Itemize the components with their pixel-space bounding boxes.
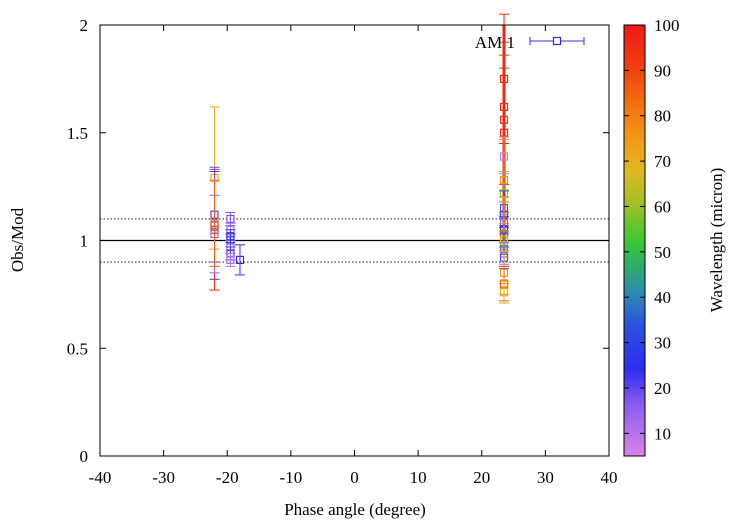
data-points xyxy=(209,13,510,304)
x-tick-label: -30 xyxy=(152,468,175,487)
legend: AM 1 xyxy=(475,33,585,52)
colorbar-ticks: 10 20 30 40 50 60 70 80 90 100 xyxy=(624,16,680,443)
reference-lines xyxy=(100,218,609,263)
colorbar-tick-label: 90 xyxy=(654,61,671,80)
x-tick-label: 30 xyxy=(537,468,554,487)
marker xyxy=(235,255,245,264)
marker xyxy=(226,232,235,241)
y-tick-label: 0 xyxy=(80,447,89,466)
data-point xyxy=(225,229,236,244)
colorbar-tick-label: 10 xyxy=(654,424,671,443)
colorbar-tick-label: 70 xyxy=(654,152,671,171)
marker xyxy=(226,255,235,264)
y-axis-label: Obs/Mod xyxy=(8,207,27,272)
y-tick-label: 0.5 xyxy=(67,339,88,358)
x-tick-label: 40 xyxy=(601,468,618,487)
legend-square xyxy=(552,36,562,46)
x-tick-label: -40 xyxy=(89,468,112,487)
legend-marker xyxy=(529,36,585,46)
colorbar-tick-label: 60 xyxy=(654,197,671,216)
x-axis-label: Phase angle (degree) xyxy=(284,500,426,519)
marker xyxy=(499,288,509,297)
legend-label: AM 1 xyxy=(475,33,515,52)
colorbar-tick-label: 30 xyxy=(654,334,671,353)
y-tick-label: 1 xyxy=(80,232,89,251)
data-point xyxy=(209,179,220,267)
colorbar-tick-label: 80 xyxy=(654,107,671,126)
x-tick-label: 10 xyxy=(410,468,427,487)
x-tick-label: -10 xyxy=(280,468,303,487)
y-tick-label: 1.5 xyxy=(67,124,88,143)
colorbar-tick-label: 50 xyxy=(654,243,671,262)
marker xyxy=(499,128,509,137)
x-tick-label: 20 xyxy=(473,468,490,487)
colorbar-tick-label: 20 xyxy=(654,379,671,398)
x-axis: -40 -30 -20 -10 0 10 20 30 40 xyxy=(89,25,618,487)
x-tick-label: 0 xyxy=(350,468,359,487)
data-point xyxy=(499,280,510,304)
marker xyxy=(226,214,235,224)
colorbar xyxy=(623,24,646,457)
data-point xyxy=(225,252,236,267)
colorbar-label: Wavelength (micron) xyxy=(707,168,726,313)
marker xyxy=(210,219,219,228)
data-point xyxy=(234,244,245,276)
y-tick-label: 2 xyxy=(80,16,89,35)
y-axis: 0 0.5 1 1.5 2 xyxy=(67,16,609,466)
x-tick-label: -20 xyxy=(216,468,239,487)
colorbar-tick-label: 100 xyxy=(654,16,680,35)
colorbar-tick-label: 40 xyxy=(654,288,671,307)
